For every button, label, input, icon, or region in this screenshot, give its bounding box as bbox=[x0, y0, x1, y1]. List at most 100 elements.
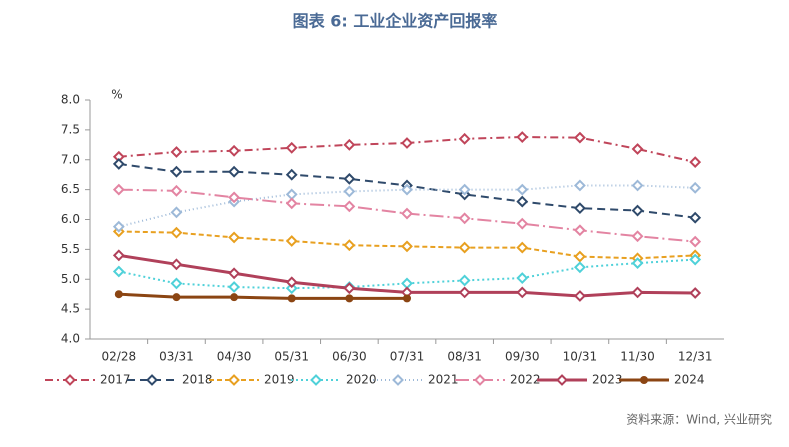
series-line bbox=[118, 292, 407, 300]
marker bbox=[228, 191, 241, 204]
x-tick-label: 04/30 bbox=[217, 350, 252, 364]
marker bbox=[170, 226, 183, 239]
marker bbox=[228, 267, 241, 280]
marker bbox=[631, 204, 644, 217]
y-tick-label: 5.5 bbox=[61, 242, 80, 256]
marker bbox=[516, 286, 529, 299]
marker bbox=[689, 181, 702, 194]
x-tick-label: 09/30 bbox=[505, 350, 540, 364]
legend-label: 2023 bbox=[592, 373, 623, 387]
marker bbox=[689, 156, 702, 169]
marker bbox=[343, 282, 356, 295]
marker bbox=[631, 257, 644, 270]
marker bbox=[172, 293, 181, 302]
legend-marker bbox=[228, 374, 240, 386]
marker bbox=[112, 183, 125, 196]
marker bbox=[287, 294, 296, 303]
marker bbox=[631, 179, 644, 192]
legend-marker bbox=[64, 374, 76, 386]
legend-label: 2021 bbox=[428, 373, 459, 387]
marker bbox=[516, 195, 529, 208]
marker bbox=[112, 265, 125, 278]
marker bbox=[285, 197, 298, 210]
marker bbox=[228, 231, 241, 244]
marker bbox=[516, 241, 529, 254]
chart-title: 图表 6: 工业企业资产回报率 bbox=[293, 12, 498, 31]
legend-marker bbox=[392, 374, 404, 386]
marker bbox=[285, 168, 298, 181]
marker bbox=[458, 241, 471, 254]
marker bbox=[573, 224, 586, 237]
marker bbox=[285, 282, 298, 295]
marker bbox=[516, 272, 529, 284]
marker bbox=[403, 294, 411, 303]
marker bbox=[516, 131, 529, 143]
x-tick-label: 05/31 bbox=[274, 350, 309, 364]
marker bbox=[401, 183, 413, 196]
marker bbox=[112, 249, 125, 262]
marker bbox=[689, 211, 702, 224]
legend-label: 2022 bbox=[510, 373, 541, 387]
legend-label: 2019 bbox=[264, 373, 295, 387]
marker bbox=[230, 293, 239, 302]
legend-label: 2024 bbox=[674, 373, 705, 387]
marker bbox=[689, 287, 702, 299]
marker bbox=[343, 185, 356, 198]
marker bbox=[458, 212, 471, 225]
marker bbox=[285, 276, 298, 289]
legend-marker bbox=[310, 374, 322, 386]
marker bbox=[516, 217, 529, 230]
x-tick-label: 11/30 bbox=[620, 350, 655, 364]
marker bbox=[689, 253, 702, 266]
marker bbox=[343, 138, 356, 151]
legend-marker bbox=[640, 376, 648, 384]
marker bbox=[170, 258, 183, 271]
marker bbox=[573, 290, 586, 302]
marker bbox=[112, 220, 125, 233]
x-tick-label: 10/31 bbox=[563, 350, 598, 364]
x-tick-label: 08/31 bbox=[447, 350, 482, 364]
marker bbox=[401, 137, 413, 149]
x-tick-label: 12/31 bbox=[678, 350, 713, 364]
marker bbox=[112, 158, 125, 170]
source: 资料来源：Wind, 兴业研究 bbox=[626, 412, 772, 427]
marker bbox=[458, 132, 471, 145]
marker bbox=[343, 172, 356, 185]
marker bbox=[573, 202, 586, 215]
marker bbox=[458, 274, 471, 287]
marker bbox=[114, 290, 123, 299]
marker bbox=[401, 207, 413, 220]
legend-marker bbox=[146, 374, 158, 386]
marker bbox=[228, 281, 241, 293]
x-tick-label: 02/28 bbox=[102, 350, 137, 364]
marker bbox=[573, 131, 586, 144]
marker bbox=[458, 286, 471, 299]
y-tick-label: 4.5 bbox=[61, 302, 80, 316]
y-tick-label: 4.0 bbox=[61, 332, 80, 346]
y-tick-label: 6.5 bbox=[61, 182, 80, 196]
marker bbox=[228, 165, 241, 178]
y-tick-label: 8.0 bbox=[61, 93, 80, 107]
legend-marker bbox=[474, 374, 486, 386]
marker bbox=[170, 184, 183, 197]
marker bbox=[516, 183, 529, 196]
legend-label: 2017 bbox=[100, 373, 131, 387]
marker bbox=[343, 239, 356, 252]
legend-label: 2020 bbox=[346, 373, 377, 387]
legend-marker bbox=[556, 374, 568, 386]
marker bbox=[285, 235, 298, 247]
marker bbox=[170, 206, 183, 219]
marker bbox=[573, 261, 586, 274]
y-tick-label: 6.0 bbox=[61, 212, 80, 226]
marker bbox=[631, 143, 644, 155]
marker bbox=[631, 286, 644, 299]
marker bbox=[631, 230, 644, 243]
x-tick-label: 06/30 bbox=[332, 350, 367, 364]
marker bbox=[689, 235, 702, 248]
marker bbox=[170, 146, 183, 158]
marker bbox=[401, 240, 413, 253]
marker bbox=[345, 294, 354, 303]
marker bbox=[285, 141, 298, 154]
marker bbox=[228, 144, 241, 157]
y-unit: % bbox=[111, 88, 122, 102]
